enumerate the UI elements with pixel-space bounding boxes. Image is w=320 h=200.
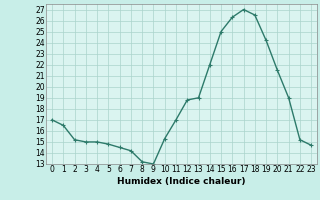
X-axis label: Humidex (Indice chaleur): Humidex (Indice chaleur)	[117, 177, 246, 186]
